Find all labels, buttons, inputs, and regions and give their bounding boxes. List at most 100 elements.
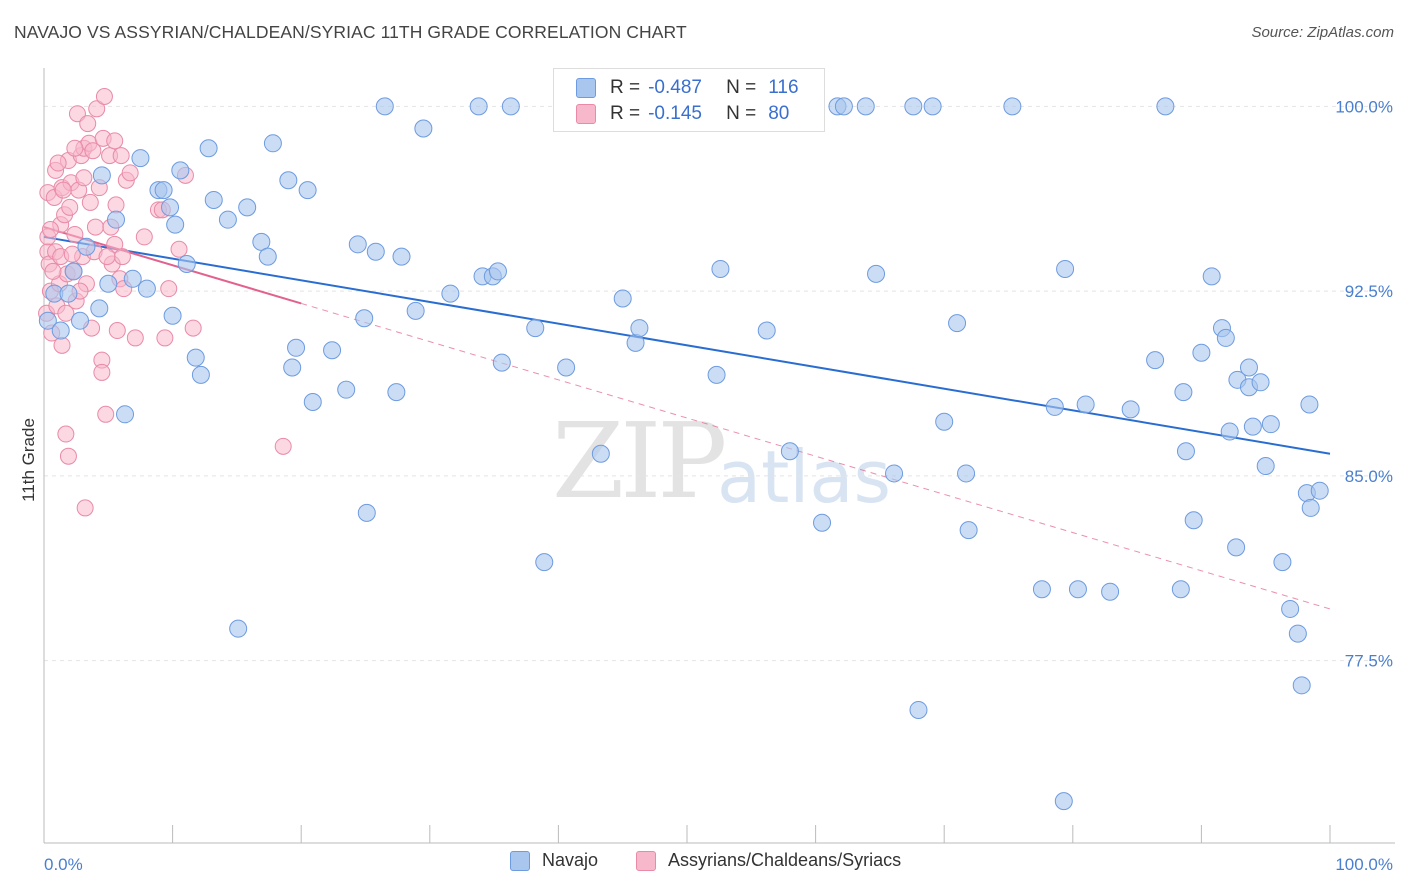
navajo-point: [263, 134, 282, 153]
assyrian-trend-line-dashed: [301, 302, 1331, 610]
navajo-point: [1176, 442, 1195, 461]
x-tick-label-start: 0.0%: [44, 855, 83, 874]
legend-item-navajo[interactable]: Navajo: [510, 850, 598, 871]
assyrian-point: [53, 336, 71, 354]
navajo-point: [1156, 97, 1175, 116]
assyrian-legend-swatch: [636, 850, 656, 871]
navajo-trend-line: [43, 235, 1331, 455]
navajo-point: [707, 365, 726, 384]
navajo-point: [1171, 580, 1190, 599]
assyrian-n-value: 80: [768, 103, 790, 124]
navajo-point: [303, 392, 322, 411]
navajo-point: [834, 97, 853, 116]
assyrian-r-value: -0.145: [648, 103, 702, 124]
navajo-point: [1068, 580, 1087, 599]
navajo-point: [1256, 457, 1275, 476]
navajo-point: [904, 97, 923, 116]
navajo-point: [1301, 498, 1320, 517]
navajo-point: [1184, 511, 1203, 530]
legend-item-assyrian[interactable]: Assyrians/Chaldeans/Syriacs: [636, 850, 901, 871]
assyrian-point: [44, 262, 62, 280]
navajo-point: [279, 171, 298, 190]
x-tick-label-end: 100.0%: [1335, 855, 1393, 874]
navajo-point: [199, 139, 218, 158]
navajo-point: [1251, 373, 1270, 392]
navajo-point: [1076, 395, 1095, 414]
navajo-point: [1202, 267, 1221, 286]
navajo-point: [867, 264, 886, 283]
assyrian-point: [160, 280, 178, 298]
navajo-point: [414, 119, 433, 138]
navajo-point: [1056, 259, 1075, 278]
navajo-point: [1281, 599, 1300, 618]
navajo-point: [154, 181, 173, 200]
assyrian-point: [108, 322, 126, 340]
watermark-zip: ZIP: [552, 400, 727, 522]
navajo-point: [856, 97, 875, 116]
navajo-legend-swatch: [510, 850, 530, 871]
assyrian-point: [274, 437, 292, 455]
navajo-point: [392, 247, 411, 266]
assyrian-point: [86, 218, 104, 236]
navajo-r-value: -0.487: [648, 77, 702, 98]
navajo-point: [59, 284, 78, 303]
navajo-n-value: 116: [768, 77, 799, 98]
assyrian-point: [106, 235, 124, 253]
navajo-point: [186, 348, 205, 367]
assyrian-point: [49, 154, 67, 172]
navajo-point: [1216, 328, 1235, 347]
navajo-points: [38, 97, 1329, 811]
navajo-point: [1054, 792, 1073, 811]
legend-row-navajo: R = -0.487 N = 116: [576, 75, 799, 101]
assyrian-point: [75, 169, 93, 187]
navajo-point: [51, 321, 70, 340]
navajo-r-label: R =: [610, 77, 641, 98]
trend-lines: [43, 226, 1331, 610]
navajo-point: [557, 358, 576, 377]
navajo-point: [1288, 624, 1307, 643]
assyrian-point: [112, 147, 130, 165]
navajo-point: [1273, 553, 1292, 572]
navajo-point: [469, 97, 488, 116]
assyrian-point: [170, 240, 188, 258]
chart-title: NAVAJO VS ASSYRIAN/CHALDEAN/SYRIAC 11TH …: [14, 22, 687, 42]
legend-row-assyrian: R = -0.145 N = 80: [576, 101, 789, 127]
assyrian-swatch: [576, 104, 596, 124]
navajo-point: [323, 341, 342, 360]
assyrian-point: [61, 198, 79, 216]
navajo-legend-label: Navajo: [542, 850, 599, 870]
navajo-point: [229, 619, 248, 638]
navajo-point: [166, 215, 185, 234]
navajo-point: [99, 274, 118, 293]
y-axis-label: 11th Grade: [19, 418, 38, 502]
navajo-point: [357, 503, 376, 522]
navajo-point: [218, 210, 237, 229]
navajo-point: [283, 358, 302, 377]
navajo-point: [1220, 422, 1239, 441]
navajo-swatch: [576, 78, 596, 98]
navajo-point: [107, 210, 126, 229]
grid-lines: [44, 105, 1395, 662]
navajo-n-label: N =: [726, 77, 757, 98]
assyrian-point: [68, 105, 86, 123]
assyrian-point: [59, 447, 77, 465]
watermark-atlas: atlas: [717, 435, 891, 519]
navajo-point: [355, 309, 374, 328]
y-tick-label: 100.0%: [1335, 97, 1393, 116]
navajo-point: [526, 319, 545, 338]
navajo-point: [387, 383, 406, 402]
navajo-point: [630, 319, 649, 338]
navajo-point: [492, 353, 511, 372]
assyrian-legend-label: Assyrians/Chaldeans/Syriacs: [668, 850, 902, 870]
navajo-point: [1292, 676, 1311, 695]
y-tick-label: 92.5%: [1345, 282, 1393, 301]
correlation-legend: R = -0.487 N = 116 R = -0.145 N = 80: [553, 68, 825, 132]
assyrian-points: [38, 87, 292, 517]
navajo-point: [1192, 343, 1211, 362]
navajo-point: [238, 198, 257, 217]
assyrian-point: [76, 499, 94, 517]
assyrian-point: [93, 363, 111, 381]
navajo-point: [406, 301, 425, 320]
y-tick-label: 77.5%: [1345, 652, 1393, 671]
